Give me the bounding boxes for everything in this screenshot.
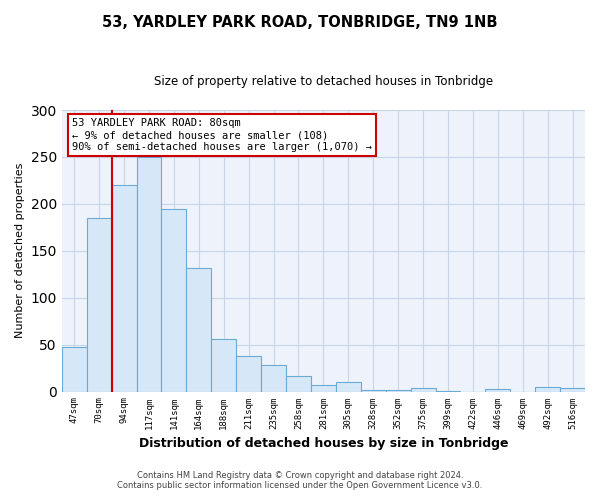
X-axis label: Distribution of detached houses by size in Tonbridge: Distribution of detached houses by size …: [139, 437, 508, 450]
Bar: [187, 268, 211, 392]
Text: 53, YARDLEY PARK ROAD, TONBRIDGE, TN9 1NB: 53, YARDLEY PARK ROAD, TONBRIDGE, TN9 1N…: [102, 15, 498, 30]
Bar: [62, 346, 87, 392]
Bar: [137, 157, 161, 392]
Y-axis label: Number of detached properties: Number of detached properties: [15, 163, 25, 338]
Bar: [410, 388, 436, 392]
Bar: [87, 218, 112, 392]
Bar: [336, 382, 361, 392]
Bar: [261, 366, 286, 392]
Bar: [161, 208, 187, 392]
Bar: [236, 356, 261, 392]
Bar: [112, 185, 137, 392]
Bar: [560, 388, 585, 392]
Bar: [211, 339, 236, 392]
Bar: [535, 387, 560, 392]
Text: 53 YARDLEY PARK ROAD: 80sqm
← 9% of detached houses are smaller (108)
90% of sem: 53 YARDLEY PARK ROAD: 80sqm ← 9% of deta…: [72, 118, 372, 152]
Text: Contains HM Land Registry data © Crown copyright and database right 2024.
Contai: Contains HM Land Registry data © Crown c…: [118, 470, 482, 490]
Bar: [436, 390, 460, 392]
Title: Size of property relative to detached houses in Tonbridge: Size of property relative to detached ho…: [154, 75, 493, 88]
Bar: [485, 388, 510, 392]
Bar: [311, 385, 336, 392]
Bar: [361, 390, 386, 392]
Bar: [386, 390, 410, 392]
Bar: [286, 376, 311, 392]
